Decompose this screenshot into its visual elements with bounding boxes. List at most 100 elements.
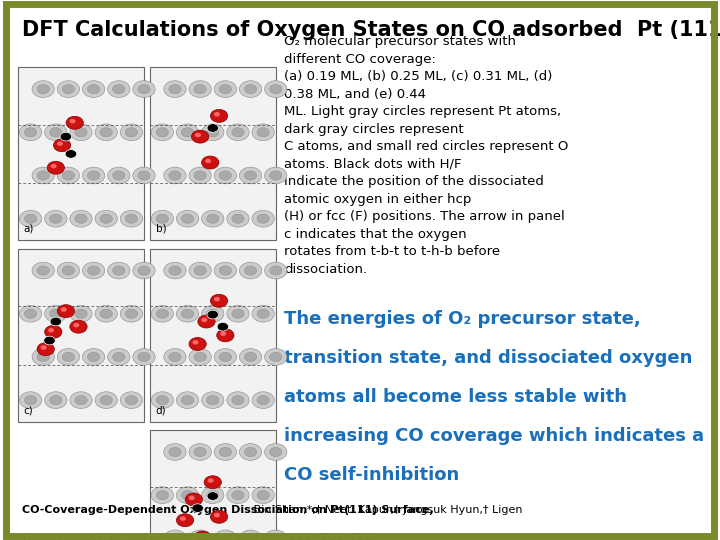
Circle shape bbox=[176, 305, 199, 322]
Circle shape bbox=[194, 534, 207, 540]
Circle shape bbox=[232, 395, 244, 405]
Circle shape bbox=[125, 395, 138, 405]
Circle shape bbox=[168, 352, 181, 362]
Circle shape bbox=[138, 352, 150, 362]
Circle shape bbox=[133, 167, 156, 184]
Circle shape bbox=[58, 262, 79, 279]
Circle shape bbox=[269, 266, 282, 275]
Circle shape bbox=[37, 343, 55, 356]
Circle shape bbox=[164, 349, 186, 365]
Circle shape bbox=[265, 443, 287, 460]
Circle shape bbox=[265, 262, 287, 279]
Circle shape bbox=[194, 171, 207, 180]
Circle shape bbox=[133, 349, 156, 365]
Circle shape bbox=[32, 167, 55, 184]
Circle shape bbox=[252, 305, 274, 322]
Circle shape bbox=[100, 127, 112, 137]
Circle shape bbox=[70, 124, 92, 140]
Circle shape bbox=[194, 266, 207, 275]
Circle shape bbox=[120, 210, 143, 227]
Circle shape bbox=[185, 493, 202, 506]
Circle shape bbox=[95, 124, 117, 140]
Circle shape bbox=[45, 392, 67, 408]
Circle shape bbox=[244, 266, 257, 275]
Circle shape bbox=[58, 305, 75, 318]
Circle shape bbox=[87, 266, 100, 275]
Circle shape bbox=[75, 395, 87, 405]
Circle shape bbox=[207, 395, 219, 405]
Circle shape bbox=[24, 309, 37, 319]
Circle shape bbox=[244, 534, 257, 540]
Circle shape bbox=[202, 210, 224, 227]
Circle shape bbox=[156, 214, 168, 224]
Circle shape bbox=[156, 309, 168, 319]
Circle shape bbox=[227, 487, 249, 503]
Circle shape bbox=[108, 80, 130, 97]
Circle shape bbox=[50, 127, 62, 137]
Circle shape bbox=[232, 127, 244, 137]
Circle shape bbox=[75, 214, 87, 224]
Text: increasing CO coverage which indicates a: increasing CO coverage which indicates a bbox=[284, 427, 705, 445]
Circle shape bbox=[125, 214, 138, 224]
Circle shape bbox=[207, 309, 219, 319]
Circle shape bbox=[32, 349, 55, 365]
Circle shape bbox=[83, 80, 105, 97]
Circle shape bbox=[120, 305, 143, 322]
Circle shape bbox=[75, 127, 87, 137]
Circle shape bbox=[214, 297, 220, 301]
Circle shape bbox=[202, 392, 224, 408]
Circle shape bbox=[239, 167, 262, 184]
Circle shape bbox=[168, 84, 181, 94]
Circle shape bbox=[164, 443, 186, 460]
Circle shape bbox=[202, 487, 224, 503]
Circle shape bbox=[40, 345, 47, 350]
Circle shape bbox=[265, 530, 287, 540]
Circle shape bbox=[244, 171, 257, 180]
Circle shape bbox=[269, 84, 282, 94]
Circle shape bbox=[32, 80, 55, 97]
Text: O₂ molecular precursor states with
different CO coverage:
(a) 0.19 ML, (b) 0.25 : O₂ molecular precursor states with diffe… bbox=[284, 35, 569, 275]
Circle shape bbox=[244, 352, 257, 362]
Circle shape bbox=[70, 392, 92, 408]
Circle shape bbox=[50, 395, 62, 405]
Circle shape bbox=[189, 530, 212, 540]
Circle shape bbox=[215, 530, 236, 540]
Circle shape bbox=[257, 395, 269, 405]
Circle shape bbox=[252, 210, 274, 227]
Circle shape bbox=[194, 447, 207, 457]
Circle shape bbox=[151, 487, 174, 503]
Circle shape bbox=[83, 262, 105, 279]
Circle shape bbox=[207, 214, 219, 224]
Circle shape bbox=[50, 317, 61, 326]
Circle shape bbox=[164, 167, 186, 184]
Circle shape bbox=[156, 490, 168, 500]
Circle shape bbox=[189, 496, 194, 500]
Circle shape bbox=[164, 530, 186, 540]
Circle shape bbox=[62, 84, 75, 94]
Circle shape bbox=[120, 124, 143, 140]
Circle shape bbox=[60, 132, 72, 141]
Circle shape bbox=[19, 305, 42, 322]
Circle shape bbox=[156, 127, 168, 137]
Circle shape bbox=[83, 349, 105, 365]
Circle shape bbox=[269, 447, 282, 457]
Circle shape bbox=[194, 352, 207, 362]
Circle shape bbox=[195, 133, 201, 137]
Circle shape bbox=[207, 492, 219, 501]
Circle shape bbox=[219, 447, 232, 457]
Circle shape bbox=[207, 127, 219, 137]
Circle shape bbox=[181, 127, 194, 137]
Circle shape bbox=[73, 323, 79, 327]
Circle shape bbox=[62, 171, 75, 180]
Bar bbox=[18, 249, 144, 422]
Text: J. Phys. Chem. C: J. Phys. Chem. C bbox=[186, 533, 281, 540]
Circle shape bbox=[176, 487, 199, 503]
Circle shape bbox=[108, 167, 130, 184]
Circle shape bbox=[220, 332, 226, 336]
Circle shape bbox=[219, 352, 232, 362]
Text: atoms all become less stable with: atoms all become less stable with bbox=[284, 388, 627, 406]
Circle shape bbox=[57, 141, 63, 146]
Circle shape bbox=[58, 349, 79, 365]
Circle shape bbox=[257, 127, 269, 137]
Circle shape bbox=[198, 315, 215, 328]
